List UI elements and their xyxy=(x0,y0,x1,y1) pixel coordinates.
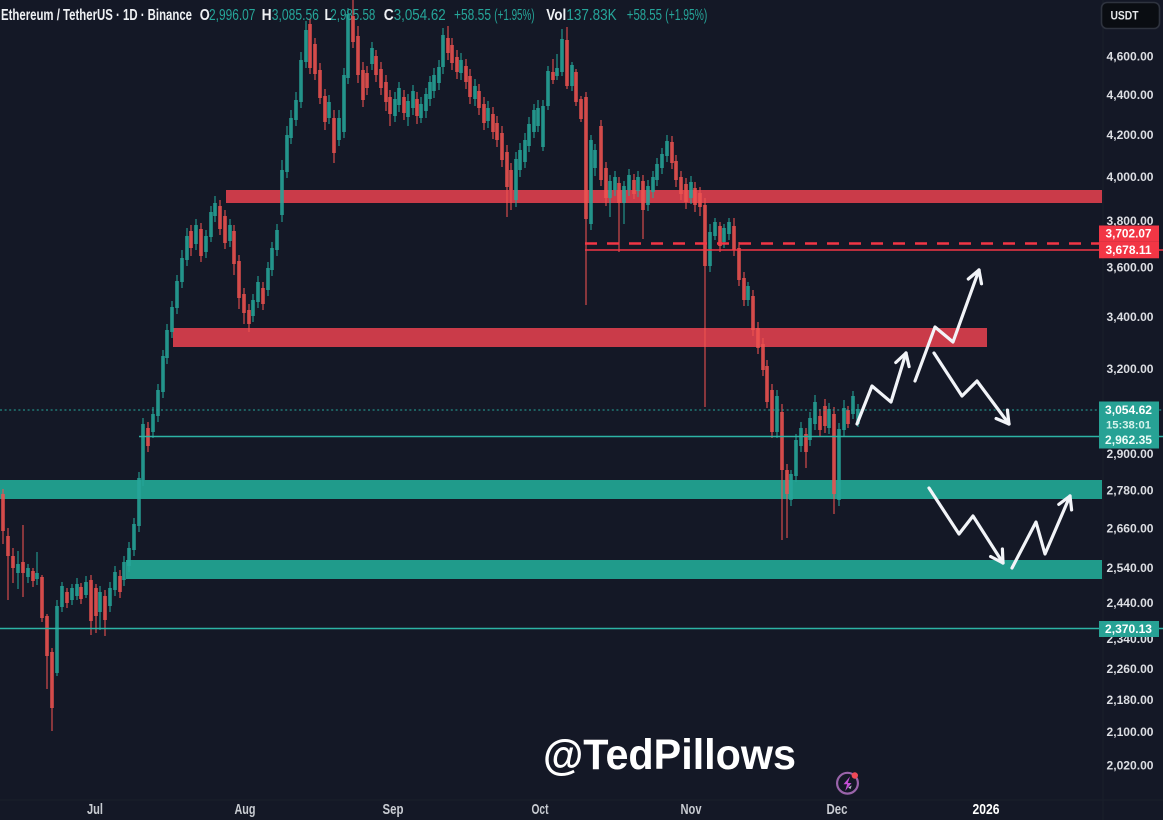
svg-text:2026: 2026 xyxy=(973,801,1000,818)
svg-text:C: C xyxy=(384,7,394,24)
svg-text:3,054.62: 3,054.62 xyxy=(394,7,446,24)
svg-text:Nov: Nov xyxy=(681,801,702,818)
svg-text:2,020.00: 2,020.00 xyxy=(1107,759,1154,773)
svg-text:Jul: Jul xyxy=(87,801,103,818)
svg-text:4,000.00: 4,000.00 xyxy=(1107,170,1154,184)
svg-text:(+1.95%): (+1.95%) xyxy=(665,7,707,24)
svg-text:2,780.00: 2,780.00 xyxy=(1107,483,1154,497)
svg-text:4,600.00: 4,600.00 xyxy=(1107,50,1154,64)
svg-text:USDT: USDT xyxy=(1111,11,1139,23)
svg-text:3,054.62: 3,054.62 xyxy=(1105,405,1152,417)
svg-text:Vol: Vol xyxy=(546,7,566,24)
svg-text:2,996.07: 2,996.07 xyxy=(209,7,255,24)
svg-text:3,400.00: 3,400.00 xyxy=(1107,310,1154,324)
svg-text:3,085.56: 3,085.56 xyxy=(272,7,319,24)
svg-text:2,180.00: 2,180.00 xyxy=(1107,693,1154,707)
svg-text:3,600.00: 3,600.00 xyxy=(1107,261,1154,275)
svg-text:(+1.95%): (+1.95%) xyxy=(494,7,534,24)
svg-text:Dec: Dec xyxy=(827,801,848,818)
svg-text:Sep: Sep xyxy=(383,801,404,818)
svg-text:3,800.00: 3,800.00 xyxy=(1107,214,1154,228)
svg-text:3,200.00: 3,200.00 xyxy=(1107,362,1154,376)
svg-text:3,678.11: 3,678.11 xyxy=(1106,245,1153,257)
svg-text:+58.55: +58.55 xyxy=(627,7,662,24)
svg-text:@TedPillows: @TedPillows xyxy=(543,731,796,779)
svg-text:2,900.00: 2,900.00 xyxy=(1107,447,1154,461)
svg-text:137.83K: 137.83K xyxy=(566,7,617,24)
svg-text:H: H xyxy=(262,7,272,24)
svg-text:2,540.00: 2,540.00 xyxy=(1107,561,1154,575)
svg-text:2,660.00: 2,660.00 xyxy=(1107,521,1154,535)
svg-text:Aug: Aug xyxy=(235,801,256,818)
svg-text:2,440.00: 2,440.00 xyxy=(1107,596,1154,610)
svg-text:2,100.00: 2,100.00 xyxy=(1107,725,1154,739)
svg-text:+58.55: +58.55 xyxy=(454,7,491,24)
svg-text:15:38:01: 15:38:01 xyxy=(1106,420,1151,432)
svg-text:2,370.13: 2,370.13 xyxy=(1105,624,1152,636)
svg-text:4,200.00: 4,200.00 xyxy=(1107,128,1154,142)
svg-text:O: O xyxy=(200,7,210,24)
svg-text:4,400.00: 4,400.00 xyxy=(1107,88,1154,102)
svg-text:2,962.35: 2,962.35 xyxy=(1105,435,1153,447)
svg-text:Ethereum / TetherUS · 1D · Bin: Ethereum / TetherUS · 1D · Binance xyxy=(1,7,192,24)
svg-text:2,260.00: 2,260.00 xyxy=(1107,662,1154,676)
svg-text:3,702.07: 3,702.07 xyxy=(1106,229,1152,241)
svg-text:Oct: Oct xyxy=(532,801,549,818)
svg-text:L: L xyxy=(325,7,333,24)
